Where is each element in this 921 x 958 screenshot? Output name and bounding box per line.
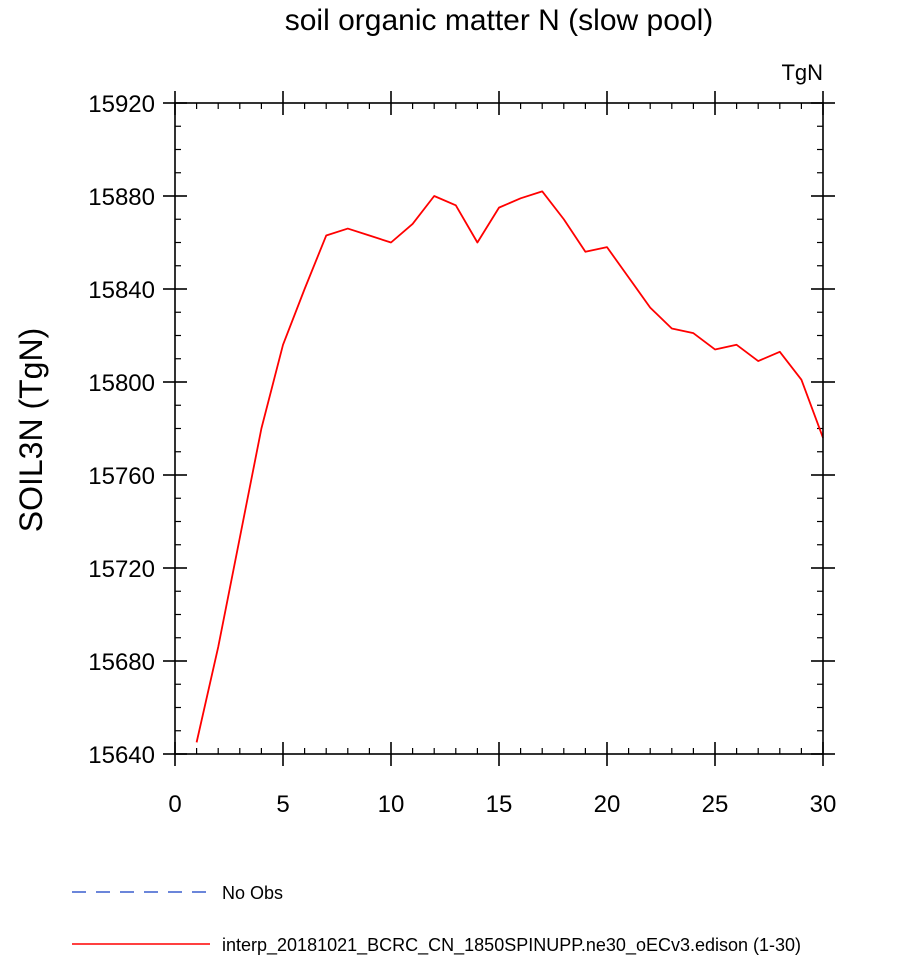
y-tick-label: 15720 — [88, 556, 155, 583]
y-tick-label: 15640 — [88, 742, 155, 769]
minor-ticks — [175, 103, 823, 754]
y-tick-label: 15920 — [88, 91, 155, 118]
x-tick-label: 5 — [276, 791, 289, 818]
x-tick-label: 10 — [378, 791, 405, 818]
legend-label-model-run: interp_20181021_BCRC_CN_1850SPINUPP.ne30… — [222, 935, 801, 956]
legend: No Obs interp_20181021_BCRC_CN_1850SPINU… — [72, 883, 801, 956]
y-tick-label: 15840 — [88, 277, 155, 304]
x-tick-label: 25 — [702, 791, 729, 818]
x-tick-label: 0 — [168, 791, 181, 818]
units-label: TgN — [781, 60, 823, 85]
x-tick-labels: 0 5 10 15 20 25 30 — [168, 791, 836, 818]
major-ticks — [163, 91, 835, 766]
plot-frame — [174, 102, 824, 755]
x-tick-label: 20 — [594, 791, 621, 818]
x-tick-label: 15 — [486, 791, 513, 818]
y-tick-label: 15880 — [88, 184, 155, 211]
y-axis-label: SOIL3N (TgN) — [13, 328, 49, 532]
series-line-1 — [195, 190, 824, 743]
chart-title: soil organic matter N (slow pool) — [285, 4, 713, 37]
y-tick-label: 15760 — [88, 463, 155, 490]
series-group — [195, 190, 824, 743]
y-tick-label: 15800 — [88, 370, 155, 397]
legend-label-no-obs: No Obs — [222, 883, 283, 903]
y-tick-labels: 15640 15680 15720 15760 15800 15840 15880 15920 — [88, 91, 155, 769]
x-tick-label: 30 — [810, 791, 837, 818]
y-tick-label: 15680 — [88, 649, 155, 676]
